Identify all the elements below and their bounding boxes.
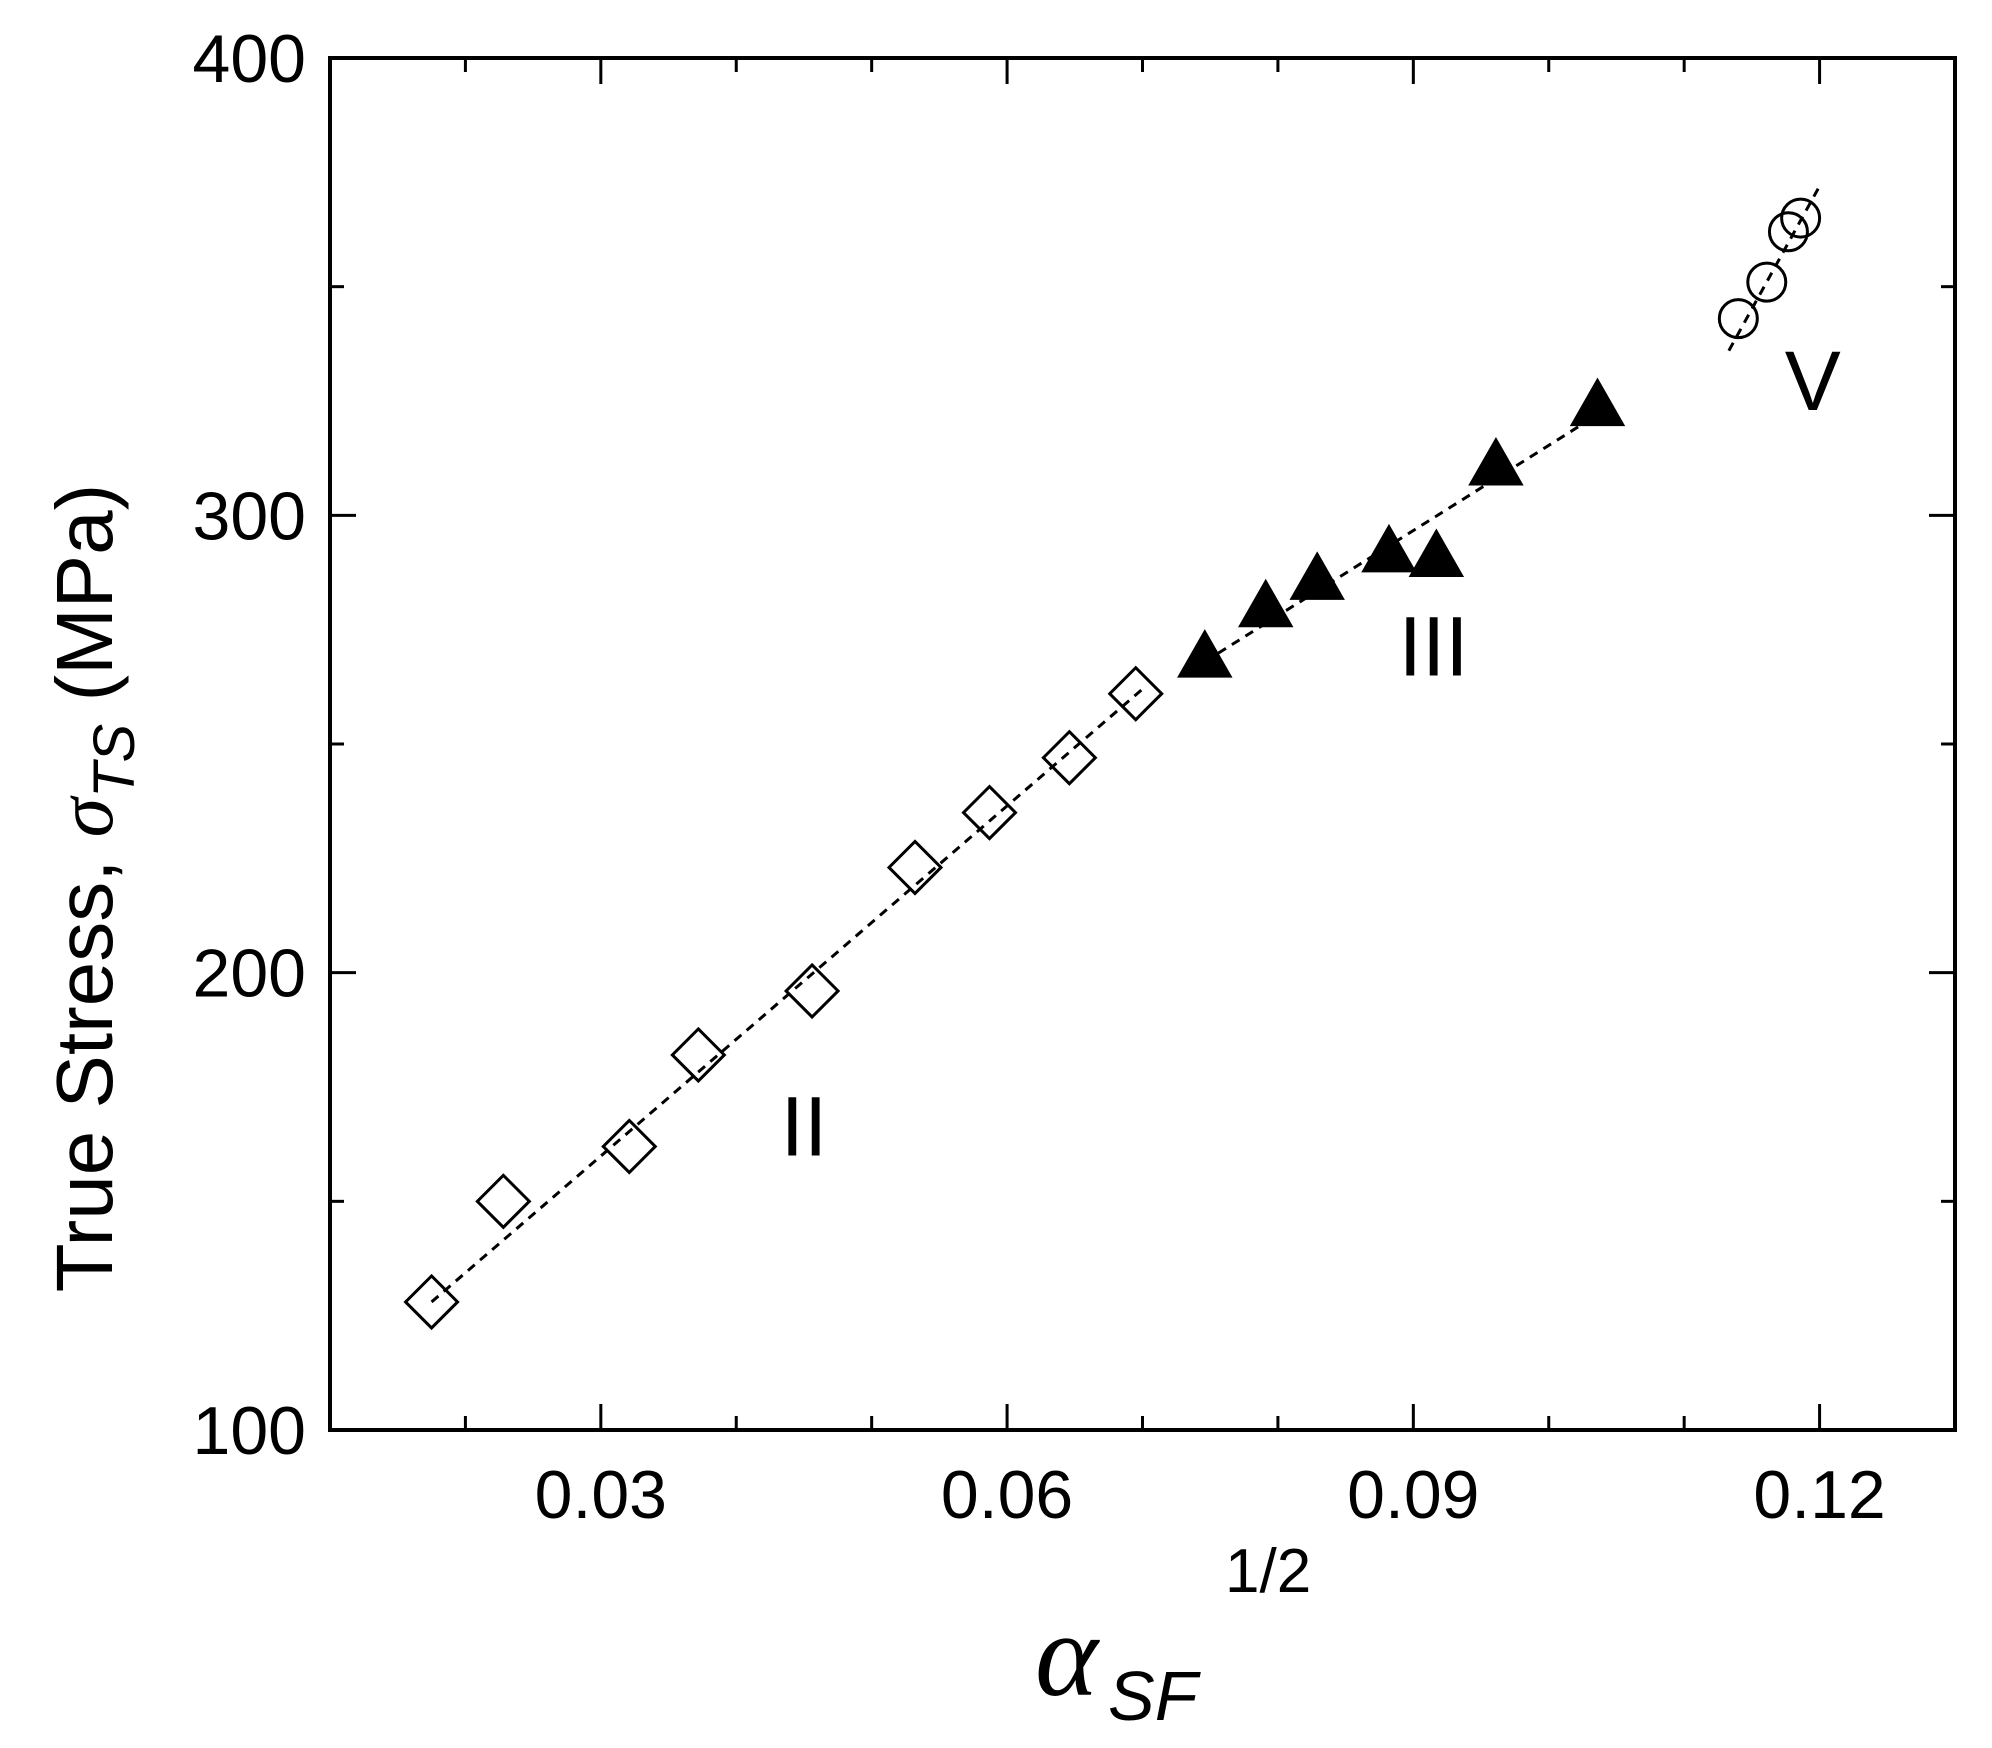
data-point-circle — [1767, 211, 1809, 253]
data-point-diamond — [1107, 665, 1164, 722]
data-point-diamond — [601, 1118, 658, 1175]
y-tick-label: 200 — [193, 936, 306, 1012]
data-point-triangle — [1238, 578, 1294, 628]
plot-frame — [328, 56, 1957, 1432]
region-label: II — [781, 1080, 828, 1174]
data-point-diamond — [670, 1026, 727, 1084]
y-tick-label: 300 — [193, 478, 306, 554]
data-point-circle — [1746, 261, 1788, 303]
x-axis-label-superscript: 1/2 — [1225, 1537, 1311, 1606]
region-label: III — [1399, 599, 1469, 693]
data-point-diamond — [403, 1273, 460, 1331]
data-point-triangle — [1361, 523, 1417, 573]
x-tick-label: 0.12 — [1753, 1457, 1885, 1533]
y-axis-label: True Stress, σTS (MPa) — [40, 484, 147, 1293]
data-point-triangle — [1408, 528, 1465, 577]
data-point-triangle — [1177, 629, 1233, 678]
y-axis-label-symbol: σ — [42, 795, 130, 837]
x-tick-label: 0.09 — [1347, 1457, 1479, 1533]
fit-line-3 — [1727, 185, 1821, 352]
data-point-triangle — [1289, 551, 1345, 600]
fit-line-1 — [430, 687, 1144, 1304]
x-axis-label-symbol: α — [1035, 1588, 1100, 1721]
y-tick-label: 100 — [193, 1393, 306, 1469]
data-point-diamond — [886, 839, 944, 896]
data-point-triangle — [1569, 377, 1626, 427]
y-tick-label: 400 — [193, 21, 306, 97]
data-point-diamond — [783, 962, 841, 1020]
data-point-circle — [1717, 298, 1759, 340]
data-point-diamond — [1041, 729, 1098, 786]
y-axis-label-text: True Stress, — [40, 837, 129, 1292]
x-axis-label-subscript: SF — [1108, 1657, 1202, 1735]
data-point-diamond — [475, 1173, 532, 1230]
data-point-triangle — [1468, 437, 1524, 486]
fit-line-2 — [1203, 413, 1599, 663]
region-label: V — [1785, 334, 1841, 428]
x-tick-label: 0.03 — [535, 1457, 667, 1533]
x-tick-label: 0.06 — [941, 1457, 1073, 1533]
data-point-circle — [1780, 197, 1822, 239]
y-axis-label-unit: (MPa) — [40, 484, 129, 724]
data-point-diamond — [961, 784, 1018, 841]
y-axis-label-subscript: TS — [82, 723, 147, 797]
